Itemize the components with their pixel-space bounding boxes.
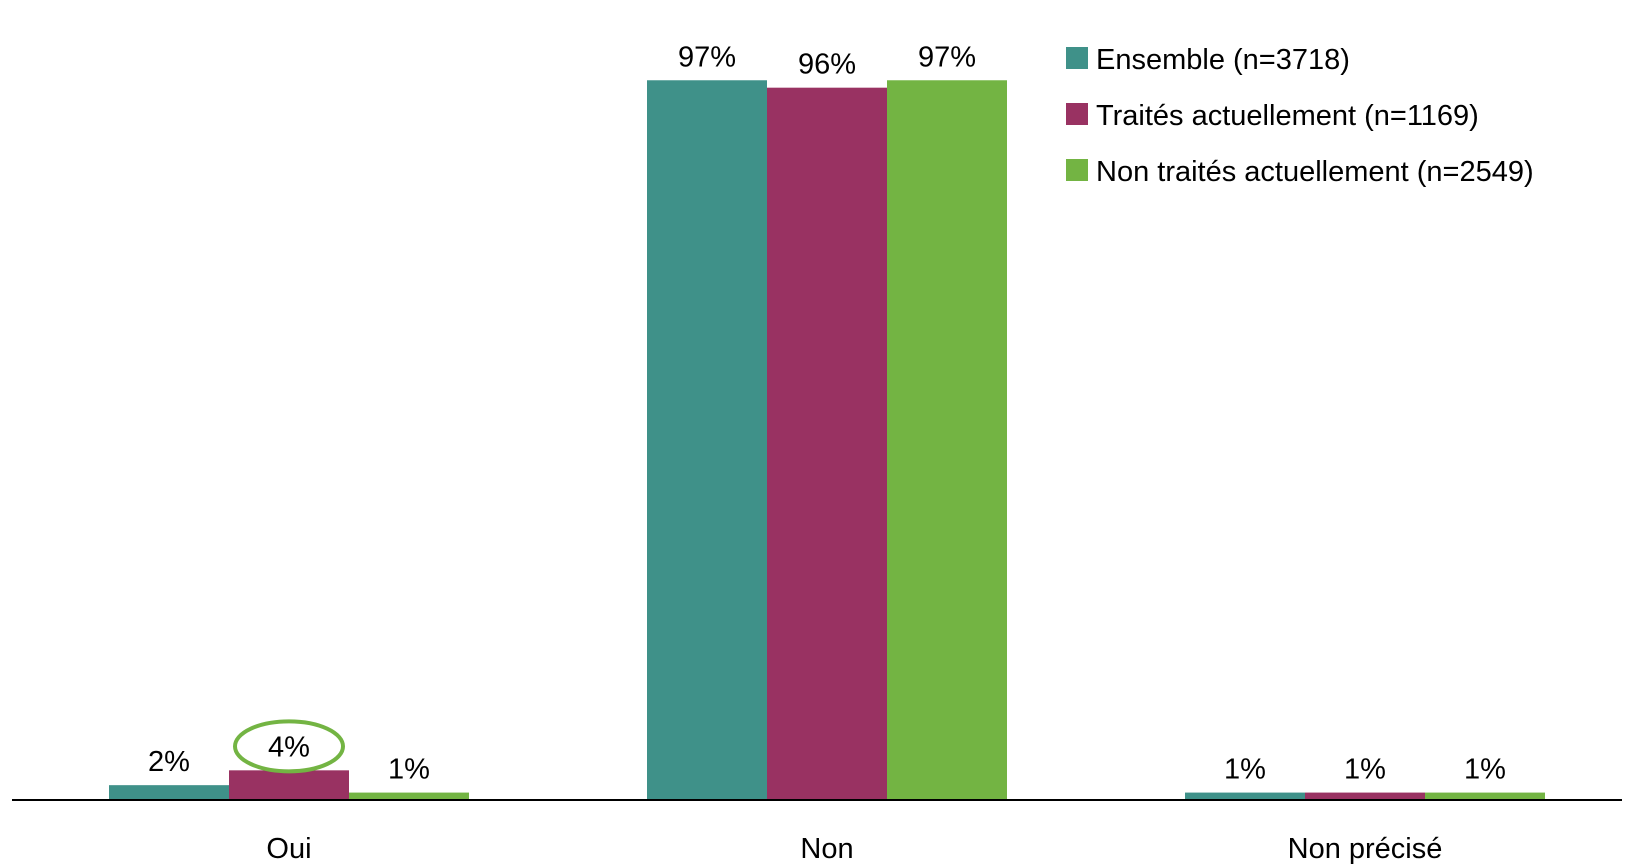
bar-oui-series-2: [229, 770, 349, 800]
legend-swatch-series-3: [1066, 159, 1088, 181]
legend-label-series-3: Non traités actuellement (n=2549): [1096, 156, 1534, 188]
data-labels-group: 2% 4% 1% 97% 96% 97% 1% 1% 1%: [148, 41, 1506, 785]
bar-non-series-2: [767, 87, 887, 801]
bar-oui-series-1: [109, 785, 229, 800]
data-label-non-series-3: 97%: [918, 41, 976, 73]
category-label-non-precise: Non précisé: [1288, 833, 1443, 865]
data-label-oui-series-2: 4%: [268, 731, 310, 763]
category-labels-group: Oui Non Non précisé: [266, 833, 1442, 865]
category-label-non: Non: [800, 833, 853, 865]
highlight-circle: [233, 719, 345, 774]
legend-label-series-2: Traités actuellement (n=1169): [1096, 100, 1479, 132]
legend: Ensemble (n=3718) Traités actuellement (n…: [1066, 44, 1534, 188]
data-label-oui-series-3: 1%: [388, 754, 430, 786]
category-label-oui: Oui: [266, 833, 311, 865]
data-label-oui-series-1: 2%: [148, 746, 190, 778]
data-label-non-precise-series-2: 1%: [1344, 754, 1386, 786]
bar-non-precise-series-2: [1305, 792, 1425, 800]
bar-non-series-3: [887, 80, 1007, 800]
bars-group: [109, 80, 1545, 801]
bar-non-precise-series-1: [1185, 792, 1305, 800]
legend-label-series-1: Ensemble (n=3718): [1096, 44, 1350, 76]
data-label-non-series-2: 96%: [798, 49, 856, 81]
bar-non-series-1: [647, 80, 767, 800]
data-label-non-series-1: 97%: [678, 41, 736, 73]
legend-swatch-series-1: [1066, 47, 1088, 69]
data-label-non-precise-series-1: 1%: [1224, 754, 1266, 786]
legend-swatch-series-2: [1066, 103, 1088, 125]
data-label-non-precise-series-3: 1%: [1464, 754, 1506, 786]
bar-oui-series-3: [349, 792, 469, 800]
bar-non-precise-series-3: [1425, 792, 1545, 800]
